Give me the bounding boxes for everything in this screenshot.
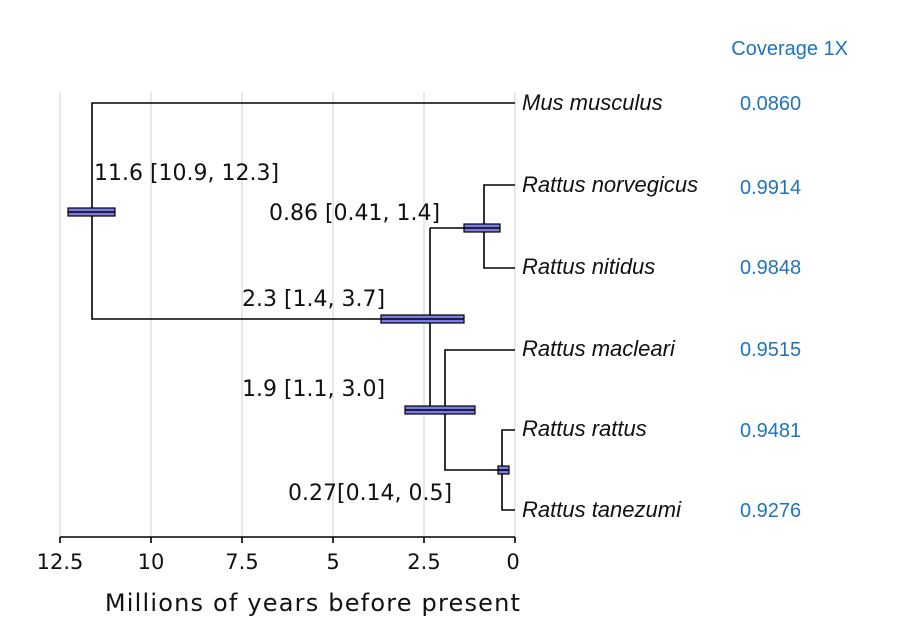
- species-label: Rattus tanezumi: [522, 497, 682, 522]
- axis-tick-label: 12.5: [37, 550, 84, 574]
- axis-title: Millions of years before present: [105, 589, 521, 617]
- species-label: Rattus rattus: [522, 416, 647, 441]
- coverage-value: 0.9848: [740, 257, 801, 279]
- node-labels: 11.6 [10.9, 12.3] 0.86 [0.41, 1.4] 2.3 […: [94, 161, 452, 506]
- axis-tick-label: 0: [506, 550, 519, 574]
- coverage-value: 0.9914: [740, 177, 801, 199]
- species-label: Rattus macleari: [522, 336, 676, 361]
- coverage-value: 0.9515: [740, 339, 801, 361]
- species-label: Mus musculus: [522, 90, 663, 115]
- axis-tick-label: 7.5: [225, 550, 258, 574]
- species-label: Rattus norvegicus: [522, 172, 698, 197]
- coverage-header: Coverage 1X: [731, 38, 848, 60]
- node-label-rattus-crown: 2.3 [1.4, 3.7]: [242, 287, 385, 312]
- node-label-norvegicus-nitidus: 0.86 [0.41, 1.4]: [269, 201, 440, 226]
- axis-tick-label: 5: [326, 550, 339, 574]
- coverage-value: 0.0860: [740, 93, 801, 115]
- node-label-rattus-tanezumi: 0.27[0.14, 0.5]: [288, 481, 452, 506]
- coverage-value: 0.9481: [740, 420, 801, 442]
- axis-tick-label: 2.5: [407, 550, 440, 574]
- species-labels: Mus musculus Rattus norvegicus Rattus ni…: [522, 90, 698, 522]
- node-label-root: 11.6 [10.9, 12.3]: [94, 161, 279, 186]
- ci-bars: [67, 207, 510, 475]
- node-label-rattus-subclade: 1.9 [1.1, 3.0]: [242, 377, 385, 402]
- time-axis: 12.5 10 7.5 5 2.5 0 Millions of years be…: [37, 536, 521, 617]
- species-label: Rattus nitidus: [522, 254, 655, 279]
- axis-tick-label: 10: [138, 550, 165, 574]
- coverage-column: Coverage 1X 0.0860 0.9914 0.9848 0.9515 …: [731, 38, 848, 522]
- coverage-value: 0.9276: [740, 500, 801, 522]
